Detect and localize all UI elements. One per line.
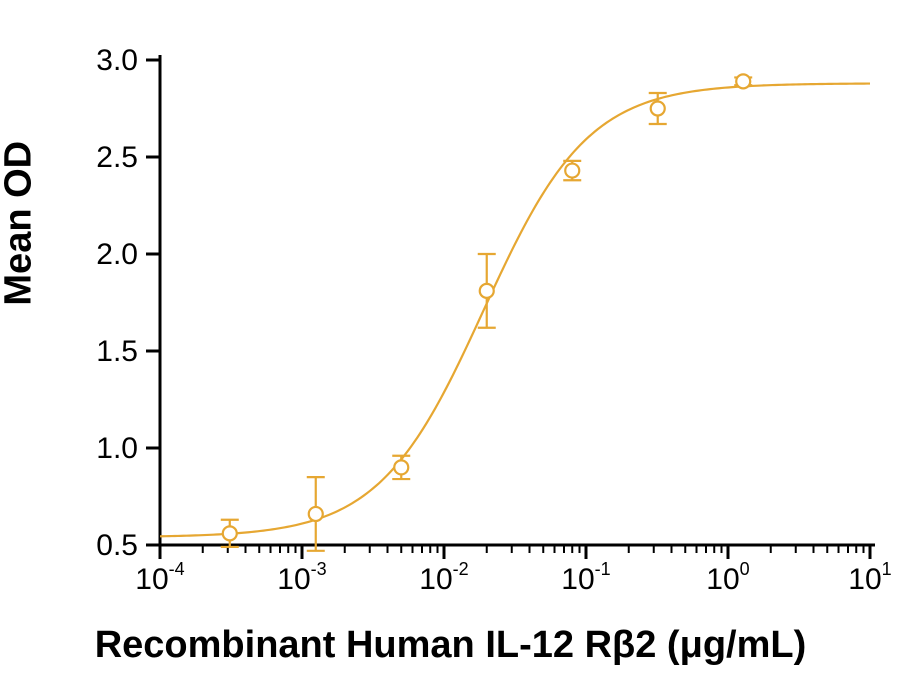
chart-container: Mean OD Recombinant Human IL-12 Rβ2 (μg/… [0,0,901,679]
svg-text:10-3: 10-3 [277,559,326,596]
svg-text:2.5: 2.5 [96,141,138,174]
xlabel-mu: μ [680,624,703,666]
svg-text:10-4: 10-4 [135,559,184,596]
xlabel-suffix: g/mL) [703,624,806,666]
svg-text:0.5: 0.5 [96,529,138,562]
xlabel-beta: β [612,624,635,666]
svg-text:1.0: 1.0 [96,432,138,465]
svg-text:10-1: 10-1 [561,559,610,596]
svg-text:1.5: 1.5 [96,335,138,368]
svg-text:100: 100 [706,559,749,596]
svg-text:2.0: 2.0 [96,238,138,271]
svg-text:101: 101 [848,559,891,596]
x-axis-label: Recombinant Human IL-12 Rβ2 (μg/mL) [0,624,901,667]
xlabel-num: 2 ( [635,624,679,666]
xlabel-prefix: Recombinant Human IL-12 R [95,624,612,666]
y-axis-label: Mean OD [0,140,41,305]
svg-text:3.0: 3.0 [96,44,138,77]
svg-text:10-2: 10-2 [419,559,468,596]
chart-svg: 0.5 1.0 1.5 2.0 2.5 3.0 10-4 10-3 10-2 10-1 100 101 [0,0,901,679]
